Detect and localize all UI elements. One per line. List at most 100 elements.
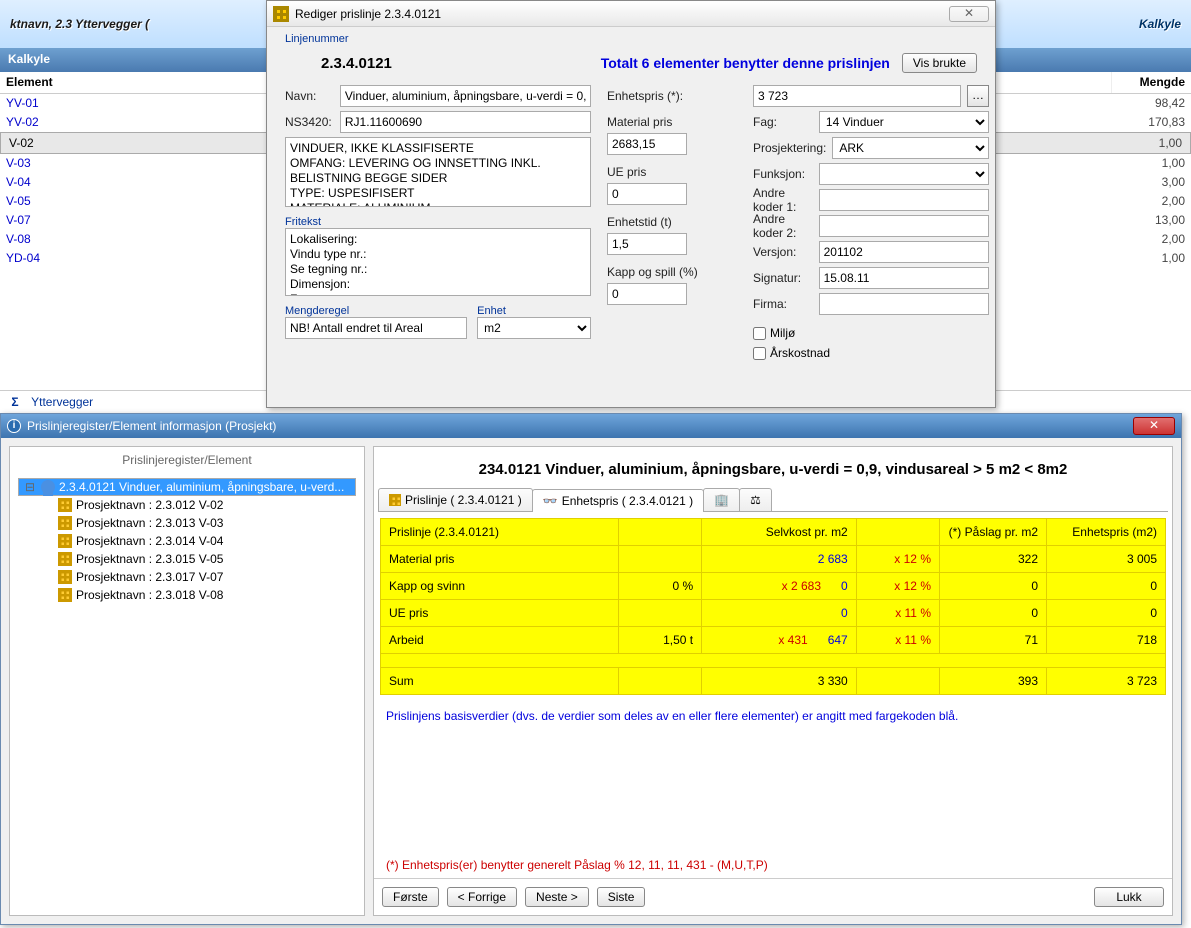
next-button[interactable]: Neste > (525, 887, 589, 907)
last-button[interactable]: Siste (597, 887, 646, 907)
ns-input[interactable] (340, 111, 591, 133)
first-button[interactable]: Første (382, 887, 439, 907)
th-selvkost: Selvkost pr. m2 (702, 519, 857, 546)
tab-extra2[interactable]: ⚖ (739, 488, 772, 511)
price-row: Material pris 2 683 x 12 % 322 3 005 (381, 546, 1166, 573)
edit-priceline-dialog: Rediger prislinje 2.3.4.0121 ✕ Linjenumm… (266, 0, 996, 408)
close-button[interactable]: ✕ (1133, 417, 1175, 435)
building-icon: 🏢 (714, 493, 729, 507)
fag-select[interactable]: 14 Vinduer (819, 111, 989, 133)
button-row: Første < Forrige Neste > Siste Lukk (374, 878, 1172, 915)
basis-note: Prislinjens basisverdier (dvs. de verdie… (374, 701, 1172, 731)
mengderegel-label: Mengderegel (285, 305, 467, 317)
versjon-input[interactable] (819, 241, 989, 263)
dialog-titlebar[interactable]: Rediger prislinje 2.3.4.0121 ✕ (267, 1, 995, 27)
tab-extra1[interactable]: 🏢 (703, 488, 740, 511)
miljo-label: Miljø (770, 326, 795, 340)
sigma-icon: Σ (8, 395, 22, 409)
dialog-title: Rediger prislinje 2.3.4.0121 (295, 7, 441, 21)
tab-enhetspris[interactable]: 👓Enhetspris ( 2.3.4.0121 ) (532, 489, 704, 512)
fag-label: Fag: (753, 111, 813, 133)
close-lukk-button[interactable]: Lukk (1094, 887, 1164, 907)
detail-heading: 234.0121 Vinduer, aluminium, åpningsbare… (374, 447, 1172, 488)
fritekst-textarea[interactable]: Lokalisering: Vindu type nr.: Se tegning… (285, 228, 591, 296)
tree-item[interactable]: Prosjektnavn : 2.3.014 V-04 (18, 532, 356, 550)
miljo-checkbox[interactable] (753, 327, 766, 340)
mengderegel-input[interactable] (285, 317, 467, 339)
enhet-select[interactable]: m2 (477, 317, 591, 339)
ak1-input[interactable] (819, 189, 989, 211)
tab-bar: Prislinje ( 2.3.4.0121 ) 👓Enhetspris ( 2… (378, 488, 1168, 512)
tree-item[interactable]: Prosjektnavn : 2.3.018 V-08 (18, 586, 356, 604)
kapp-label: Kapp og spill (%) (607, 261, 737, 283)
col-mengde: Mengde (1111, 72, 1191, 93)
th-paslag: (*) Påslag pr. m2 (939, 519, 1046, 546)
tab-prislinje[interactable]: Prislinje ( 2.3.4.0121 ) (378, 488, 533, 511)
tree-item[interactable]: Prosjektnavn : 2.3.013 V-03 (18, 514, 356, 532)
line-icon (285, 51, 309, 75)
sum-enhetspris: 3 723 (1047, 668, 1166, 695)
sum-label: Sum (381, 668, 619, 695)
navn-label: Navn: (285, 85, 334, 107)
navn-input[interactable] (340, 85, 591, 107)
group-linjenummer: Linjenummer (285, 33, 977, 45)
tree-item[interactable]: Prosjektnavn : 2.3.017 V-07 (18, 568, 356, 586)
price-row: UE pris 0 x 11 % 0 0 (381, 600, 1166, 627)
breadcrumb-left: ktnavn, 2.3 Yttervegger ( (10, 17, 149, 31)
glasses-icon: 👓 (543, 494, 558, 508)
versjon-label: Versjon: (753, 241, 813, 263)
paslag-note: (*) Enhetspris(er) benytter generelt Pås… (374, 852, 1172, 878)
ak2-label: Andre koder 2: (753, 215, 813, 237)
price-row: Arbeid 1,50 t x 431 647 x 11 % 71 718 (381, 627, 1166, 654)
signatur-label: Signatur: (753, 267, 813, 289)
prev-button[interactable]: < Forrige (447, 887, 517, 907)
kapp-input[interactable] (607, 283, 687, 305)
prosj-select[interactable]: ARK (832, 137, 989, 159)
usage-message: Totalt 6 elementer benytter denne prisli… (404, 55, 890, 71)
signatur-input[interactable] (819, 267, 989, 289)
tree-root[interactable]: ⊟2.3.4.0121 Vinduer, aluminium, åpningsb… (18, 478, 356, 496)
tree-item[interactable]: Prosjektnavn : 2.3.015 V-05 (18, 550, 356, 568)
enhetspris-more-button[interactable]: … (967, 85, 989, 107)
scales-icon: ⚖ (750, 493, 761, 507)
dialog2-titlebar[interactable]: i Prislinjeregister/Element informasjon … (1, 414, 1181, 438)
enhet-label: Enhet (477, 305, 591, 317)
prosj-label: Prosjektering: (753, 137, 826, 159)
info-icon: i (7, 419, 21, 433)
sum-selvkost: 3 330 (702, 668, 857, 695)
uepris-label: UE pris (607, 161, 737, 183)
ns-label: NS3420: (285, 111, 334, 133)
enhetstid-label: Enhetstid (t) (607, 211, 737, 233)
dialog2-title: Prislinjeregister/Element informasjon (P… (27, 419, 276, 433)
spec-textarea[interactable]: VINDUER, IKKE KLASSIFISERTE OMFANG: LEVE… (285, 137, 591, 207)
tree-header: Prislinjeregister/Element (10, 447, 364, 474)
th-enhetspris: Enhetspris (m2) (1047, 519, 1166, 546)
dialog-icon (273, 6, 289, 22)
breadcrumb-right: Kalkyle (1139, 17, 1181, 31)
enhetspris-label: Enhetspris (*): (607, 85, 691, 107)
ak1-label: Andre koder 1: (753, 189, 813, 211)
tree[interactable]: ⊟2.3.4.0121 Vinduer, aluminium, åpningsb… (10, 474, 364, 608)
footer-text: Yttervegger (31, 395, 93, 409)
tab-icon (389, 494, 401, 506)
tree-panel: Prislinjeregister/Element ⊟2.3.4.0121 Vi… (9, 446, 365, 916)
sum-paslag: 393 (939, 668, 1046, 695)
price-table: Prislinje (2.3.4.0121) Selvkost pr. m2 (… (380, 518, 1166, 695)
close-icon[interactable]: ✕ (949, 6, 989, 22)
detail-panel: 234.0121 Vinduer, aluminium, åpningsbare… (373, 446, 1173, 916)
funksjon-label: Funksjon: (753, 163, 813, 185)
enhetspris-input[interactable] (753, 85, 961, 107)
element-info-dialog: i Prislinjeregister/Element informasjon … (0, 413, 1182, 925)
vis-brukte-button[interactable]: Vis brukte (902, 53, 977, 73)
materialpris-input[interactable] (607, 133, 687, 155)
enhetstid-input[interactable] (607, 233, 687, 255)
arskost-checkbox[interactable] (753, 347, 766, 360)
tree-item[interactable]: Prosjektnavn : 2.3.012 V-02 (18, 496, 356, 514)
ak2-input[interactable] (819, 215, 989, 237)
funksjon-select[interactable] (819, 163, 989, 185)
uepris-input[interactable] (607, 183, 687, 205)
firma-label: Firma: (753, 293, 813, 315)
firma-input[interactable] (819, 293, 989, 315)
price-row: Kapp og svinn 0 % x 2 683 0 x 12 % 0 0 (381, 573, 1166, 600)
fritekst-label: Fritekst (285, 216, 591, 228)
